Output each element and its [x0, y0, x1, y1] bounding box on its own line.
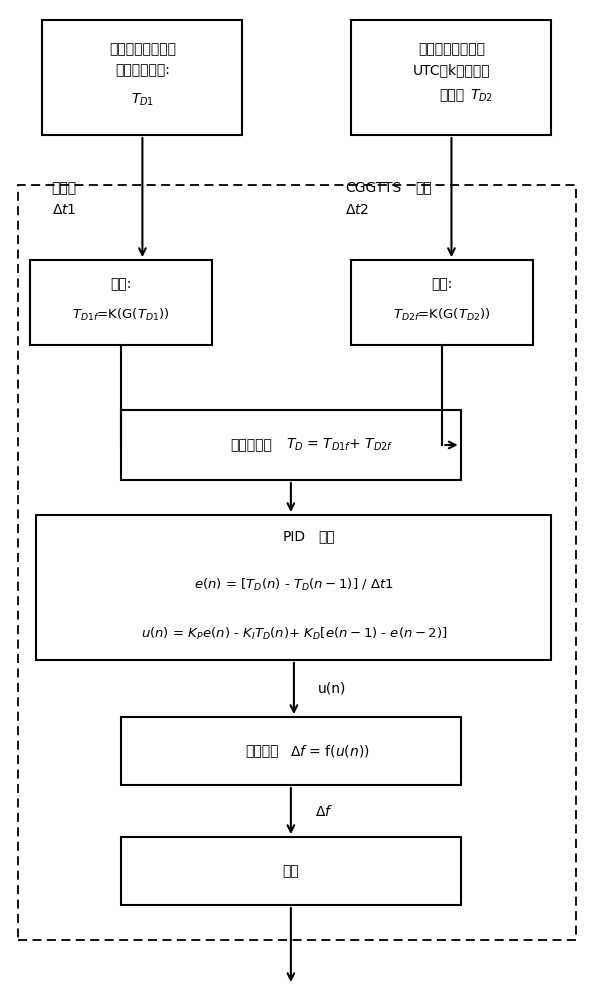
- Text: $T_{D2f}$=K(G($T_{D2}$)): $T_{D2f}$=K(G($T_{D2}$)): [393, 306, 491, 323]
- Text: $\Delta t1$: $\Delta t1$: [52, 203, 76, 217]
- Bar: [42, 20, 242, 135]
- Text: $\Delta f$: $\Delta f$: [315, 804, 333, 818]
- Text: $\Delta t2$: $\Delta t2$: [345, 203, 370, 217]
- Bar: [18, 185, 576, 940]
- Text: 铷钟与原子时基准: 铷钟与原子时基准: [418, 42, 485, 56]
- Bar: [121, 837, 461, 905]
- Bar: [121, 717, 461, 785]
- Text: $T_{D1}$: $T_{D1}$: [131, 91, 154, 108]
- Text: PID: PID: [282, 530, 305, 544]
- Text: UTC（k）之间的: UTC（k）之间的: [413, 64, 490, 78]
- Text: CGGTTS: CGGTTS: [345, 181, 402, 195]
- Text: 铷钟与北斗星载时: 铷钟与北斗星载时: [109, 42, 176, 56]
- Text: 滤波:: 滤波:: [110, 277, 132, 292]
- Bar: [121, 410, 461, 480]
- Text: 时差叠加：: 时差叠加：: [230, 438, 272, 452]
- Text: 时差：: 时差：: [439, 89, 464, 103]
- Text: $T_D$ = $T_{D1f}$+ $T_{D2f}$: $T_D$ = $T_{D1f}$+ $T_{D2f}$: [285, 437, 393, 453]
- Text: u(n): u(n): [318, 682, 347, 696]
- Text: 短周期: 短周期: [52, 181, 76, 195]
- Text: 滤波:: 滤波:: [431, 277, 453, 292]
- Text: 算法: 算法: [318, 530, 335, 544]
- Bar: [36, 515, 551, 660]
- Text: $\Delta f$ = f($u(n)$): $\Delta f$ = f($u(n)$): [290, 743, 370, 759]
- Text: 周期: 周期: [415, 181, 432, 195]
- Text: 铷钟: 铷钟: [282, 864, 299, 878]
- Text: 钟之间的时差:: 钟之间的时差:: [115, 64, 170, 78]
- Text: $T_{D2}$: $T_{D2}$: [470, 87, 493, 104]
- Bar: [351, 260, 533, 345]
- Text: $u(n)$ = $K_P$$e(n)$ - $K_I$$T_D(n)$+ $K_D$[$e(n-1)$ - $e(n-2)$]: $u(n)$ = $K_P$$e(n)$ - $K_I$$T_D(n)$+ $K…: [141, 626, 447, 642]
- Text: 频偏量：: 频偏量：: [245, 744, 279, 758]
- Bar: [351, 20, 551, 135]
- Text: $e(n)$ = [$T_D(n)$ - $T_D(n-1)$] / $\Delta t1$: $e(n)$ = [$T_D(n)$ - $T_D(n-1)$] / $\Del…: [194, 577, 394, 593]
- Text: $T_{D1f}$=K(G($T_{D1}$)): $T_{D1f}$=K(G($T_{D1}$)): [72, 306, 170, 323]
- Bar: [30, 260, 212, 345]
